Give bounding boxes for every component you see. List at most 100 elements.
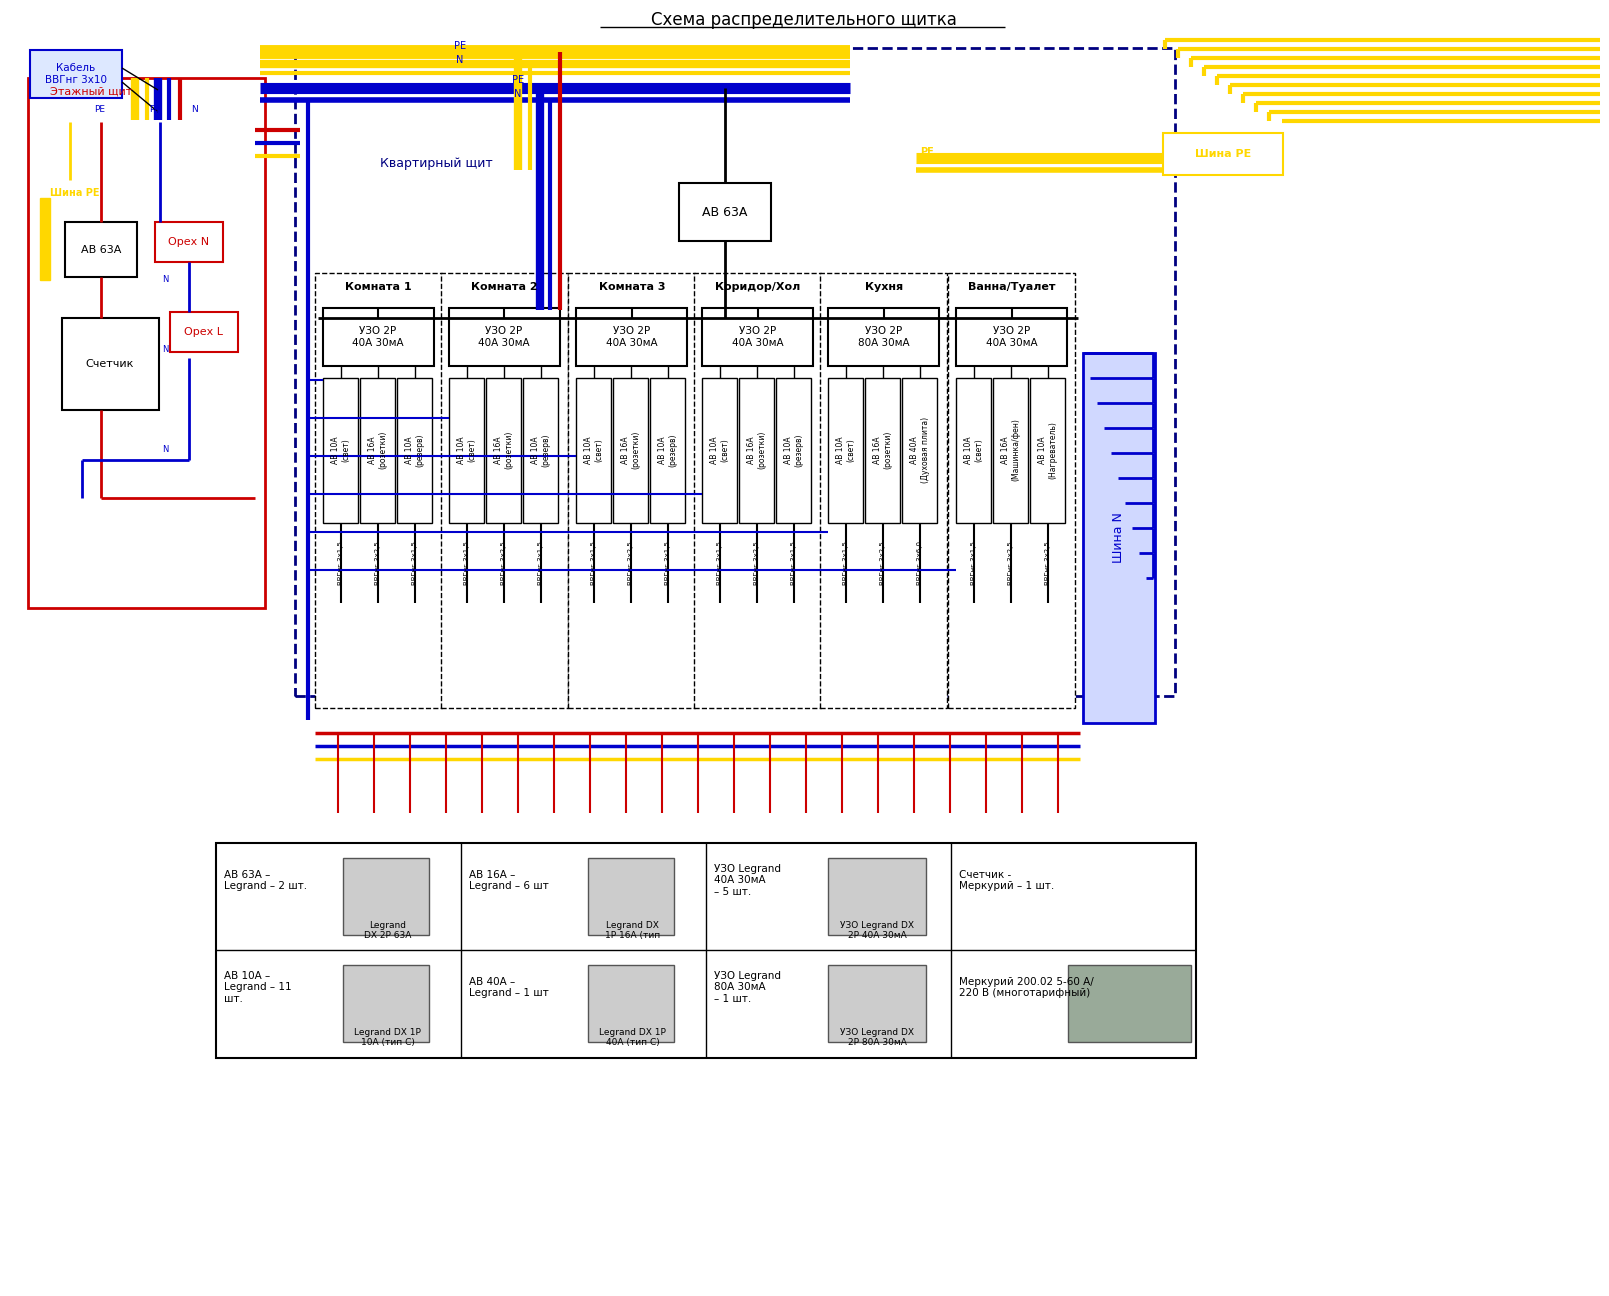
Bar [449, 378, 484, 524]
Bar [568, 273, 695, 708]
Text: Этажный щит: Этажный щит [50, 87, 132, 97]
Bar [866, 378, 899, 524]
Text: N: N [515, 89, 521, 98]
Bar [315, 273, 442, 708]
Bar [1068, 966, 1191, 1042]
Text: АВ 63А: АВ 63А [80, 245, 121, 255]
Bar [1030, 378, 1065, 524]
Text: Орех N: Орех N [169, 237, 209, 248]
Bar [948, 273, 1075, 708]
Text: УЗО Legrand
40А 30мА
– 5 шт.: УЗО Legrand 40А 30мА – 5 шт. [714, 864, 780, 897]
Text: Шина N: Шина N [1112, 512, 1126, 564]
Text: АВ 10А
(резерв): АВ 10А (резерв) [658, 433, 677, 467]
Text: ВВГнг 3х2,5: ВВГнг 3х2,5 [500, 542, 507, 584]
Bar [1163, 133, 1282, 175]
Text: ВВГнг 3х1,5: ВВГнг 3х1,5 [338, 540, 344, 584]
Bar [679, 183, 771, 241]
Text: УЗО Legrand
80А 30мА
– 1 шт.: УЗО Legrand 80А 30мА – 1 шт. [714, 971, 780, 1004]
Text: ВВГнг 3х2,5: ВВГнг 3х2,5 [628, 542, 634, 584]
Bar [776, 378, 811, 524]
Text: ВВГнг 3х2,5: ВВГнг 3х2,5 [880, 542, 887, 584]
Bar [294, 48, 1175, 696]
Bar [31, 51, 122, 98]
Text: Квартирный щит: Квартирный щит [380, 157, 492, 170]
Text: PE: PE [95, 105, 106, 114]
Text: Комната 2: Комната 2 [471, 283, 537, 292]
Text: АВ 63А: АВ 63А [702, 206, 748, 219]
Text: Комната 3: Комната 3 [599, 283, 665, 292]
Text: АВ 10А
(свет): АВ 10А (свет) [964, 437, 983, 464]
Bar [1083, 353, 1155, 723]
Text: АВ 16А
(розетки): АВ 16А (розетки) [621, 430, 640, 469]
Text: PE: PE [454, 41, 467, 51]
Text: ВВГнг 3х2,5: ВВГнг 3х2,5 [375, 542, 381, 584]
Text: АВ 10А
(свет): АВ 10А (свет) [710, 437, 730, 464]
Text: PE: PE [920, 146, 933, 157]
Bar [343, 858, 430, 934]
Text: N: N [457, 54, 463, 65]
Text: Кухня: Кухня [866, 283, 903, 292]
Text: ВВГнг 3х1,5: ВВГнг 3х1,5 [665, 540, 671, 584]
Bar [323, 378, 357, 524]
Bar [576, 378, 611, 524]
Text: Legrand DX 1P
40А (тип С): Legrand DX 1P 40А (тип С) [599, 1028, 666, 1047]
Bar [829, 966, 927, 1042]
Text: АВ 16А
(розетки): АВ 16А (розетки) [494, 430, 513, 469]
Text: УЗО 2Р
80А 30мА: УЗО 2Р 80А 30мА [858, 327, 909, 347]
Text: PE: PE [150, 105, 161, 114]
Text: Кабель
ВВГнг 3х10: Кабель ВВГнг 3х10 [45, 64, 108, 84]
Text: Шина PE: Шина PE [1195, 149, 1252, 159]
Text: ВВГнг 3х1,5: ВВГнг 3х1,5 [412, 540, 418, 584]
Text: АВ 40А –
Legrand – 1 шт: АВ 40А – Legrand – 1 шт [468, 977, 549, 998]
Text: АВ 10А
(Нагреватель): АВ 10А (Нагреватель) [1038, 421, 1057, 480]
Text: АВ 16А
(розетки): АВ 16А (розетки) [747, 430, 767, 469]
Bar [360, 378, 394, 524]
Bar [486, 378, 521, 524]
Bar [613, 378, 648, 524]
Bar [702, 308, 813, 365]
Text: Legrand DX
1Р 16А (тип: Legrand DX 1Р 16А (тип [605, 921, 660, 941]
Text: УЗО 2Р
40А 30мА: УЗО 2Р 40А 30мА [478, 327, 529, 347]
Text: АВ 10А –
Legrand – 11
шт.: АВ 10А – Legrand – 11 шт. [224, 971, 291, 1004]
Text: Счетчик -
Меркурий – 1 шт.: Счетчик - Меркурий – 1 шт. [959, 870, 1054, 892]
Bar [154, 222, 224, 262]
Bar [829, 378, 862, 524]
Text: N: N [191, 105, 198, 114]
Bar [343, 966, 430, 1042]
Text: Комната 1: Комната 1 [344, 283, 412, 292]
Text: Счетчик: Счетчик [85, 359, 134, 369]
Text: ВВГнг 3х1,5: ВВГнг 3х1,5 [970, 540, 977, 584]
Bar [323, 308, 434, 365]
Text: Орех L: Орех L [185, 327, 224, 337]
Text: АВ 16А
(розетки): АВ 16А (розетки) [368, 430, 388, 469]
Text: Меркурий 200.02 5-60 А/
220 В (многотарифный): Меркурий 200.02 5-60 А/ 220 В (многотари… [959, 977, 1094, 998]
Text: Шина PE: Шина PE [50, 188, 100, 198]
Text: АВ 10А
(резерв): АВ 10А (резерв) [405, 433, 425, 467]
Bar [956, 378, 991, 524]
Text: PE: PE [512, 75, 525, 86]
Bar [829, 858, 927, 934]
Bar [956, 308, 1067, 365]
Text: УЗО 2Р
40А 30мА: УЗО 2Р 40А 30мА [986, 327, 1038, 347]
Text: ВВГнг 3х1,5: ВВГнг 3х1,5 [591, 540, 597, 584]
Text: АВ 10А
(свет): АВ 10А (свет) [331, 437, 351, 464]
Text: ВВГнг 3х2,5: ВВГнг 3х2,5 [1007, 542, 1014, 584]
Text: N: N [163, 276, 169, 285]
Text: АВ 10А
(свет): АВ 10А (свет) [584, 437, 603, 464]
Text: АВ 40А
(Духовая плита): АВ 40А (Духовая плита) [911, 417, 930, 483]
Bar [993, 378, 1028, 524]
Text: ВВГнг 3х6,0: ВВГнг 3х6,0 [917, 540, 924, 584]
Bar [589, 858, 674, 934]
Bar [64, 222, 137, 277]
Text: ВВГнг 3х2,5: ВВГнг 3х2,5 [755, 542, 759, 584]
Text: ВВГнг 3х1,5: ВВГнг 3х1,5 [463, 540, 470, 584]
Text: ВВГнг 3х1,5: ВВГнг 3х1,5 [537, 540, 544, 584]
Text: N: N [163, 346, 169, 355]
Text: АВ 63А –
Legrand – 2 шт.: АВ 63А – Legrand – 2 шт. [224, 870, 307, 892]
Text: Ванна/Туалет: Ванна/Туалет [969, 283, 1056, 292]
Bar [441, 273, 568, 708]
Bar [40, 198, 50, 280]
Text: АВ 10А
(резерв): АВ 10А (резерв) [784, 433, 804, 467]
Bar [576, 308, 687, 365]
Text: ВВГнг 3х1,5: ВВГнг 3х1,5 [843, 540, 850, 584]
